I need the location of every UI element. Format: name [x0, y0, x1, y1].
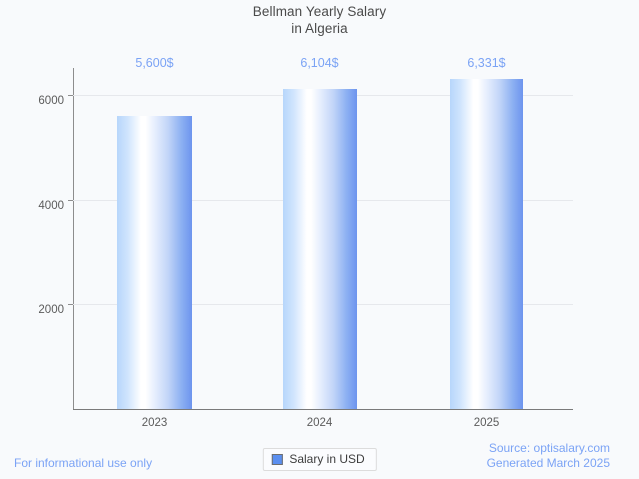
y-tick-6000 — [68, 95, 73, 96]
y-axis-labels: 2000 4000 6000 — [0, 68, 64, 410]
y-tick-4000 — [68, 200, 73, 201]
footer-disclaimer: For informational use only — [14, 456, 153, 470]
y-tick-label-4000: 4000 — [38, 200, 64, 212]
bar-2024[interactable] — [283, 89, 357, 409]
y-axis-line — [73, 68, 74, 410]
x-tick-label-2023: 2023 — [141, 417, 168, 429]
chart-legend[interactable]: Salary in USD — [262, 448, 377, 471]
legend-swatch-icon — [271, 454, 283, 465]
bar-value-2024: 6,104$ — [300, 56, 339, 70]
y-tick-2000 — [68, 304, 73, 305]
bar-value-2023: 5,600$ — [135, 56, 174, 70]
x-axis-line — [73, 409, 573, 410]
footer-attribution: Source: optisalary.com Generated March 2… — [487, 441, 610, 471]
chart-title: Bellman Yearly Salary in Algeria — [0, 3, 639, 37]
footer-source: Source: optisalary.com — [488, 441, 610, 455]
bar-value-2025: 6,331$ — [467, 56, 506, 70]
y-tick-label-2000: 2000 — [38, 304, 64, 316]
y-tick-label-6000: 6000 — [38, 95, 64, 107]
chart-subtitle: in Algeria — [291, 21, 348, 36]
bar-2023[interactable] — [117, 116, 192, 409]
x-tick-label-2024: 2024 — [306, 417, 333, 429]
plot-area — [68, 68, 573, 409]
x-tick-label-2025: 2025 — [473, 417, 500, 429]
bar-2025[interactable] — [450, 79, 523, 409]
legend-label-salary: Salary in USD — [289, 452, 365, 466]
chart-title-main: Bellman Yearly Salary — [252, 4, 387, 19]
footer-generated: Generated March 2025 — [486, 456, 610, 470]
